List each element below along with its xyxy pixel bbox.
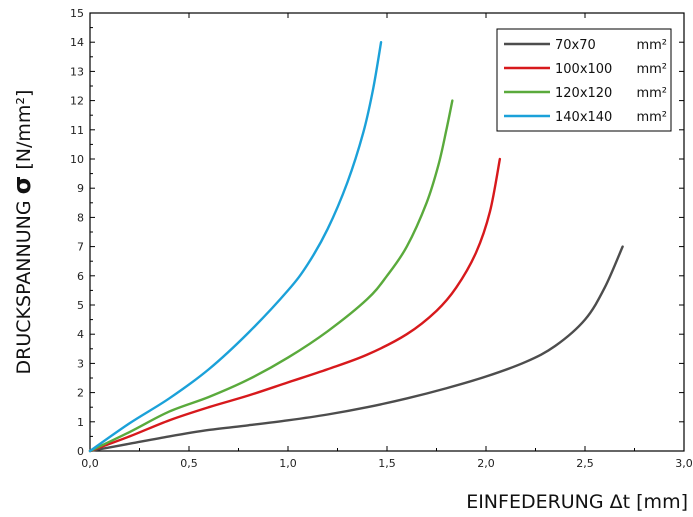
x-tick-label: 1,5 <box>378 457 396 470</box>
y-tick-label: 13 <box>70 65 84 78</box>
y-tick-label: 2 <box>77 387 84 400</box>
x-tick-label: 2,5 <box>576 457 594 470</box>
y-tick-label: 4 <box>77 328 84 341</box>
x-tick-label: 1,0 <box>279 457 297 470</box>
y-tick-label: 12 <box>70 95 84 108</box>
legend-unit: mm² <box>636 86 667 101</box>
legend-label: 140x140 <box>555 110 612 125</box>
y-tick-label: 11 <box>70 124 84 137</box>
y-tick-label: 1 <box>77 416 84 429</box>
x-tick-label: 0,0 <box>81 457 99 470</box>
series-lines <box>88 41 624 453</box>
legend-label: 100x100 <box>555 62 612 77</box>
x-tick-label: 2,0 <box>477 457 495 470</box>
y-tick-label: 9 <box>77 182 84 195</box>
y-tick-label: 0 <box>77 445 84 458</box>
legend: 70x70 mm² 100x100 mm² 120x120 mm² 140x140 mm² <box>496 28 672 132</box>
series-line-120x120 <box>88 99 454 453</box>
x-tick-label: 3,0 <box>675 457 693 470</box>
legend-unit: mm² <box>636 38 667 53</box>
x-tick-label: 0,5 <box>180 457 198 470</box>
legend-unit: mm² <box>636 110 667 125</box>
y-tick-label: 8 <box>77 211 84 224</box>
legend-box <box>496 28 672 132</box>
legend-label: 120x120 <box>555 86 612 101</box>
x-axis-title: EINFEDERUNG Δt [mm] <box>466 491 688 513</box>
series-line-70x70 <box>88 245 624 453</box>
y-tick-label: 7 <box>77 241 84 254</box>
y-tick-label: 5 <box>77 299 84 312</box>
y-tick-label: 6 <box>77 270 84 283</box>
y-tick-label: 10 <box>70 153 84 166</box>
y-tick-label: 15 <box>70 7 84 20</box>
legend-unit: mm² <box>636 62 667 77</box>
y-tick-label: 3 <box>77 357 84 370</box>
legend-label: 70x70 <box>555 38 596 53</box>
y-axis-title: DRUCKSPANNUNG σ [N/mm²] <box>8 90 36 375</box>
y-tick-label: 14 <box>70 36 84 49</box>
series-line-100x100 <box>88 157 502 453</box>
series-line-140x140 <box>88 41 383 453</box>
x-axis: 0,0 0,5 1,0 1,5 2,0 2,5 3,0 <box>81 13 693 470</box>
